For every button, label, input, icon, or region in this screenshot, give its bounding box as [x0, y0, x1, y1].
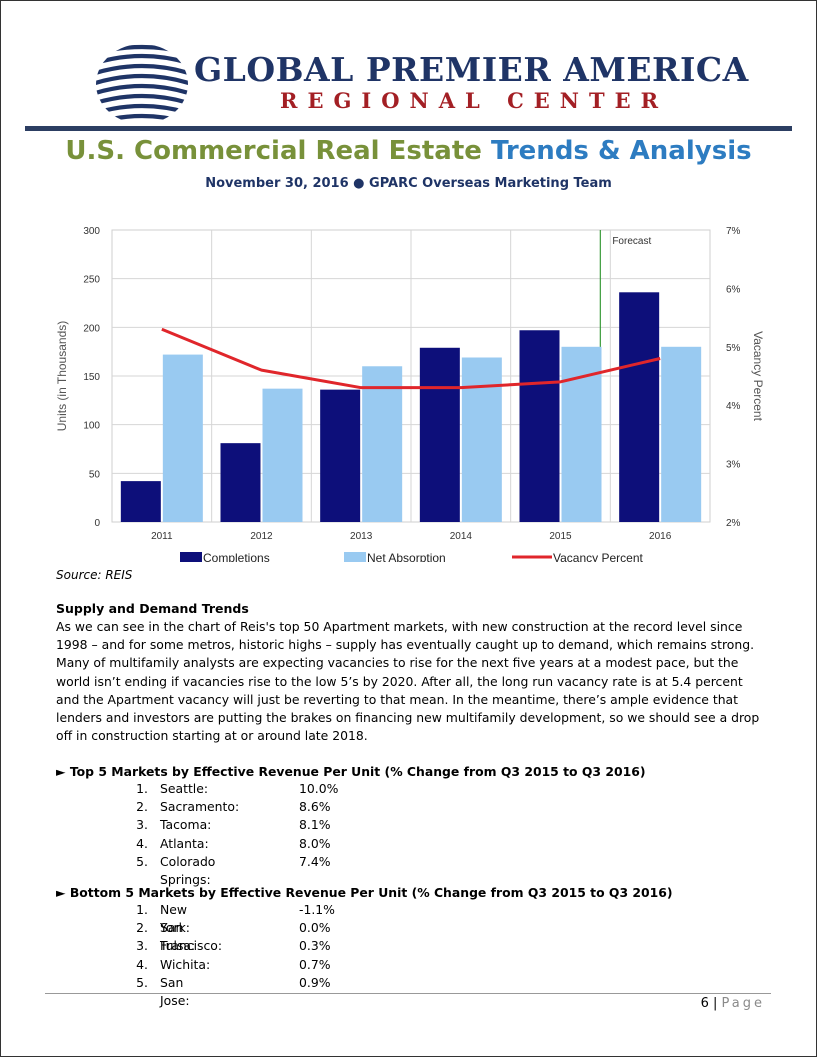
list-item-value: 0.0%: [299, 920, 331, 936]
net-absorption-bar: [362, 366, 403, 522]
list-item-number: 1.: [136, 781, 148, 796]
brand-name: GLOBAL PREMIER AMERICA: [194, 50, 749, 89]
y2-tick-label: 2%: [726, 518, 741, 529]
vacancy-percent-line: [161, 327, 661, 390]
list-item-market: Colorado Springs:: [160, 853, 216, 887]
list-item-value: 10.0%: [299, 781, 339, 796]
list-item-number: 5.: [136, 974, 148, 990]
y-tick-label: 0: [94, 518, 100, 529]
list-item-market: Tacoma:: [160, 817, 212, 833]
y2-tick-label: 4%: [726, 401, 741, 412]
list-item-number: 4.: [136, 835, 148, 851]
y-tick-label: 300: [83, 226, 100, 237]
completions-bar: [120, 481, 161, 522]
y2-tick-label: 7%: [726, 226, 741, 237]
y-tick-label: 100: [83, 421, 100, 432]
y2-tick-label: 5%: [726, 343, 741, 354]
forecast-label: Forecast: [612, 236, 651, 247]
footer-separator: |: [712, 996, 718, 1011]
x-tick-label: 2013: [350, 531, 373, 542]
list-item-number: 2.: [136, 920, 148, 936]
striped-globe-icon: [96, 44, 188, 124]
x-tick-label: 2014: [450, 531, 473, 542]
list-item-number: 2.: [136, 799, 148, 815]
net-absorption-bar: [661, 346, 702, 522]
bottom-markets-heading: ► Bottom 5 Markets by Effective Revenue …: [56, 885, 673, 900]
y-axis-title: Units (in Thousands): [55, 321, 69, 432]
x-tick-label: 2012: [250, 531, 273, 542]
completions-bar: [419, 347, 460, 522]
page-number: 6: [700, 996, 709, 1011]
list-item-market: San Jose:: [160, 974, 190, 1008]
section-paragraph: As we can see in the chart of Reis's top…: [56, 619, 760, 744]
list-item-market: Wichita:: [160, 956, 211, 972]
top-markets-heading: ► Top 5 Markets by Effective Revenue Per…: [56, 764, 646, 779]
list-item-value: 0.7%: [299, 956, 331, 972]
title-part-green: U.S. Commercial Real Estate: [65, 136, 482, 166]
y-tick-label: 200: [83, 323, 100, 334]
y2-tick-label: 6%: [726, 284, 741, 295]
page-footer: 6 | Page: [701, 996, 765, 1011]
completions-bar: [619, 292, 660, 522]
completions-bar: [220, 443, 261, 522]
net-absorption-bar: [262, 388, 303, 522]
completions-bar: [320, 389, 361, 522]
legend-swatch: [344, 552, 366, 562]
legend-label: Net Absorption: [367, 551, 446, 562]
page-label: Page: [721, 996, 765, 1011]
net-absorption-bar: [461, 357, 502, 522]
list-item-number: 1.: [136, 902, 148, 917]
list-item-market: Sacramento:: [160, 799, 240, 815]
header-divider: [25, 126, 792, 131]
list-item-number: 5.: [136, 853, 148, 869]
list-item-value: 0.9%: [299, 974, 331, 990]
legend-label: Vacancy Percent: [553, 551, 643, 562]
list-item-value: 7.4%: [299, 853, 331, 869]
legend-label: Completions: [203, 551, 270, 562]
list-item-number: 3.: [136, 817, 148, 833]
completions-bar: [519, 330, 560, 522]
combo-chart: 0 50 100 150 200 250 300 2% 3% 4% 5% 6% 7% Forecast 20…: [55, 226, 765, 562]
list-item-value: 8.6%: [299, 799, 331, 815]
title-part-blue: Trends & Analysis: [490, 136, 752, 166]
footer-divider: [45, 993, 771, 994]
chart-source: Source: REIS: [56, 568, 133, 582]
list-item-market: New York:: [160, 902, 190, 936]
section-heading: Supply and Demand Trends: [56, 601, 249, 616]
list-item-market: Tulsa:: [160, 938, 196, 954]
brand-subtitle: REGIONAL CENTER: [280, 88, 669, 113]
x-tick-label: 2015: [549, 531, 572, 542]
x-tick-label: 2016: [649, 531, 672, 542]
list-item-value: 8.0%: [299, 835, 331, 851]
y2-tick-label: 3%: [726, 460, 741, 471]
y-tick-label: 150: [83, 372, 100, 383]
page-title: U.S. Commercial Real Estate Trends & Ana…: [0, 136, 817, 166]
list-item-market: Seattle:: [160, 781, 209, 796]
list-item-market: Atlanta:: [160, 835, 209, 851]
list-item-value: -1.1%: [299, 902, 335, 917]
list-item-number: 3.: [136, 938, 148, 954]
list-item-value: 0.3%: [299, 938, 331, 954]
x-tick-label: 2011: [151, 531, 173, 542]
legend-swatch: [180, 552, 202, 562]
net-absorption-bar: [162, 354, 203, 522]
list-item-market: San Francisco:: [160, 920, 223, 954]
page-subtitle: November 30, 2016 ● GPARC Overseas Marke…: [205, 176, 612, 191]
y-tick-label: 250: [83, 275, 100, 286]
y-tick-label: 50: [89, 469, 101, 480]
list-item-value: 8.1%: [299, 817, 331, 833]
y2-axis-title: Vacancy Percent: [751, 331, 765, 421]
list-item-number: 4.: [136, 956, 148, 972]
